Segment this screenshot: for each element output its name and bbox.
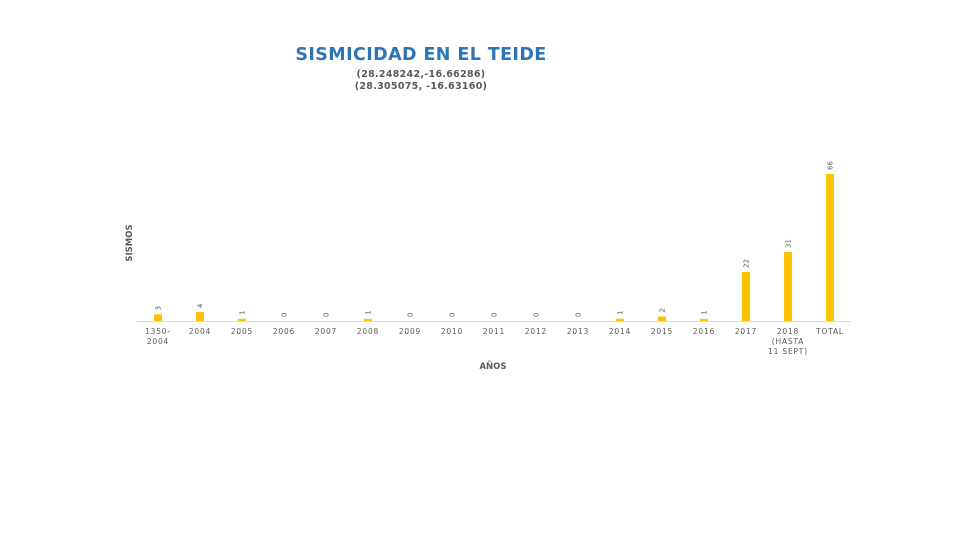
x-tick-label: 2014 [609,327,631,336]
x-tick-label: (HASTA [772,337,804,346]
x-tick-label: 2016 [693,327,715,336]
bar-series [154,174,834,321]
x-axis-title: AÑOS [479,361,506,372]
data-label: 1 [701,310,709,314]
x-tick-label: 2004 [147,337,169,346]
y-axis-title: SISMOS [125,224,135,261]
bar-1350- 2004 [154,314,162,321]
x-tick-label: 2017 [735,327,757,336]
x-tick-label: 2004 [189,327,211,336]
bar-2014 [616,318,624,321]
chart-subtitle-coordinates-2: (28.305075, -16.63160) [354,81,488,92]
data-label: 1 [617,310,625,314]
bar-TOTAL [826,174,834,321]
x-tick-label: 11 SEPT) [768,347,808,356]
data-label: 22 [743,259,751,268]
data-label: 31 [785,239,793,248]
bar-2016 [700,318,708,321]
x-tick-label: 2009 [399,327,421,336]
x-tick-label: 1350- [145,327,171,336]
x-tick-label: 2007 [315,327,337,336]
x-tick-label: 2015 [651,327,673,336]
data-label: 2 [659,308,667,312]
data-label: 0 [449,313,457,317]
x-tick-label: TOTAL [815,327,844,336]
data-label: 0 [323,313,331,317]
bar-2018 (HASTA 11 SEPT) [784,251,792,321]
bar-2015 [658,316,666,321]
bar-2008 [364,318,372,321]
data-label: 0 [575,313,583,317]
x-tick-label: 2013 [567,327,589,336]
data-label: 1 [239,310,247,314]
x-tick-label: 2008 [357,327,379,336]
data-labels: 3 4 1 0 0 1 0 0 0 0 0 1 2 1 22 31 66 [155,161,835,317]
bar-2005 [238,318,246,321]
data-label: 3 [155,306,163,310]
x-tick-label: 2012 [525,327,547,336]
chart-subtitle-coordinates-1: (28.248242,-16.66286) [356,69,486,80]
data-label: 0 [491,313,499,317]
x-tick-label: 2010 [441,327,463,336]
x-tick-label: 2018 [777,327,799,336]
x-tick-label: 2006 [273,327,295,336]
data-label: 0 [281,313,289,317]
x-tick-label: 2011 [483,327,505,336]
data-label: 66 [827,161,835,170]
bar-2017 [742,272,750,321]
data-label: 1 [365,310,373,314]
data-label: 0 [407,313,415,317]
data-label: 4 [197,303,205,308]
bar-2004 [196,312,204,321]
chart-title: SISMICIDAD EN EL TEIDE [295,45,547,65]
data-label: 0 [533,313,541,317]
x-tick-label: 2005 [231,327,253,336]
